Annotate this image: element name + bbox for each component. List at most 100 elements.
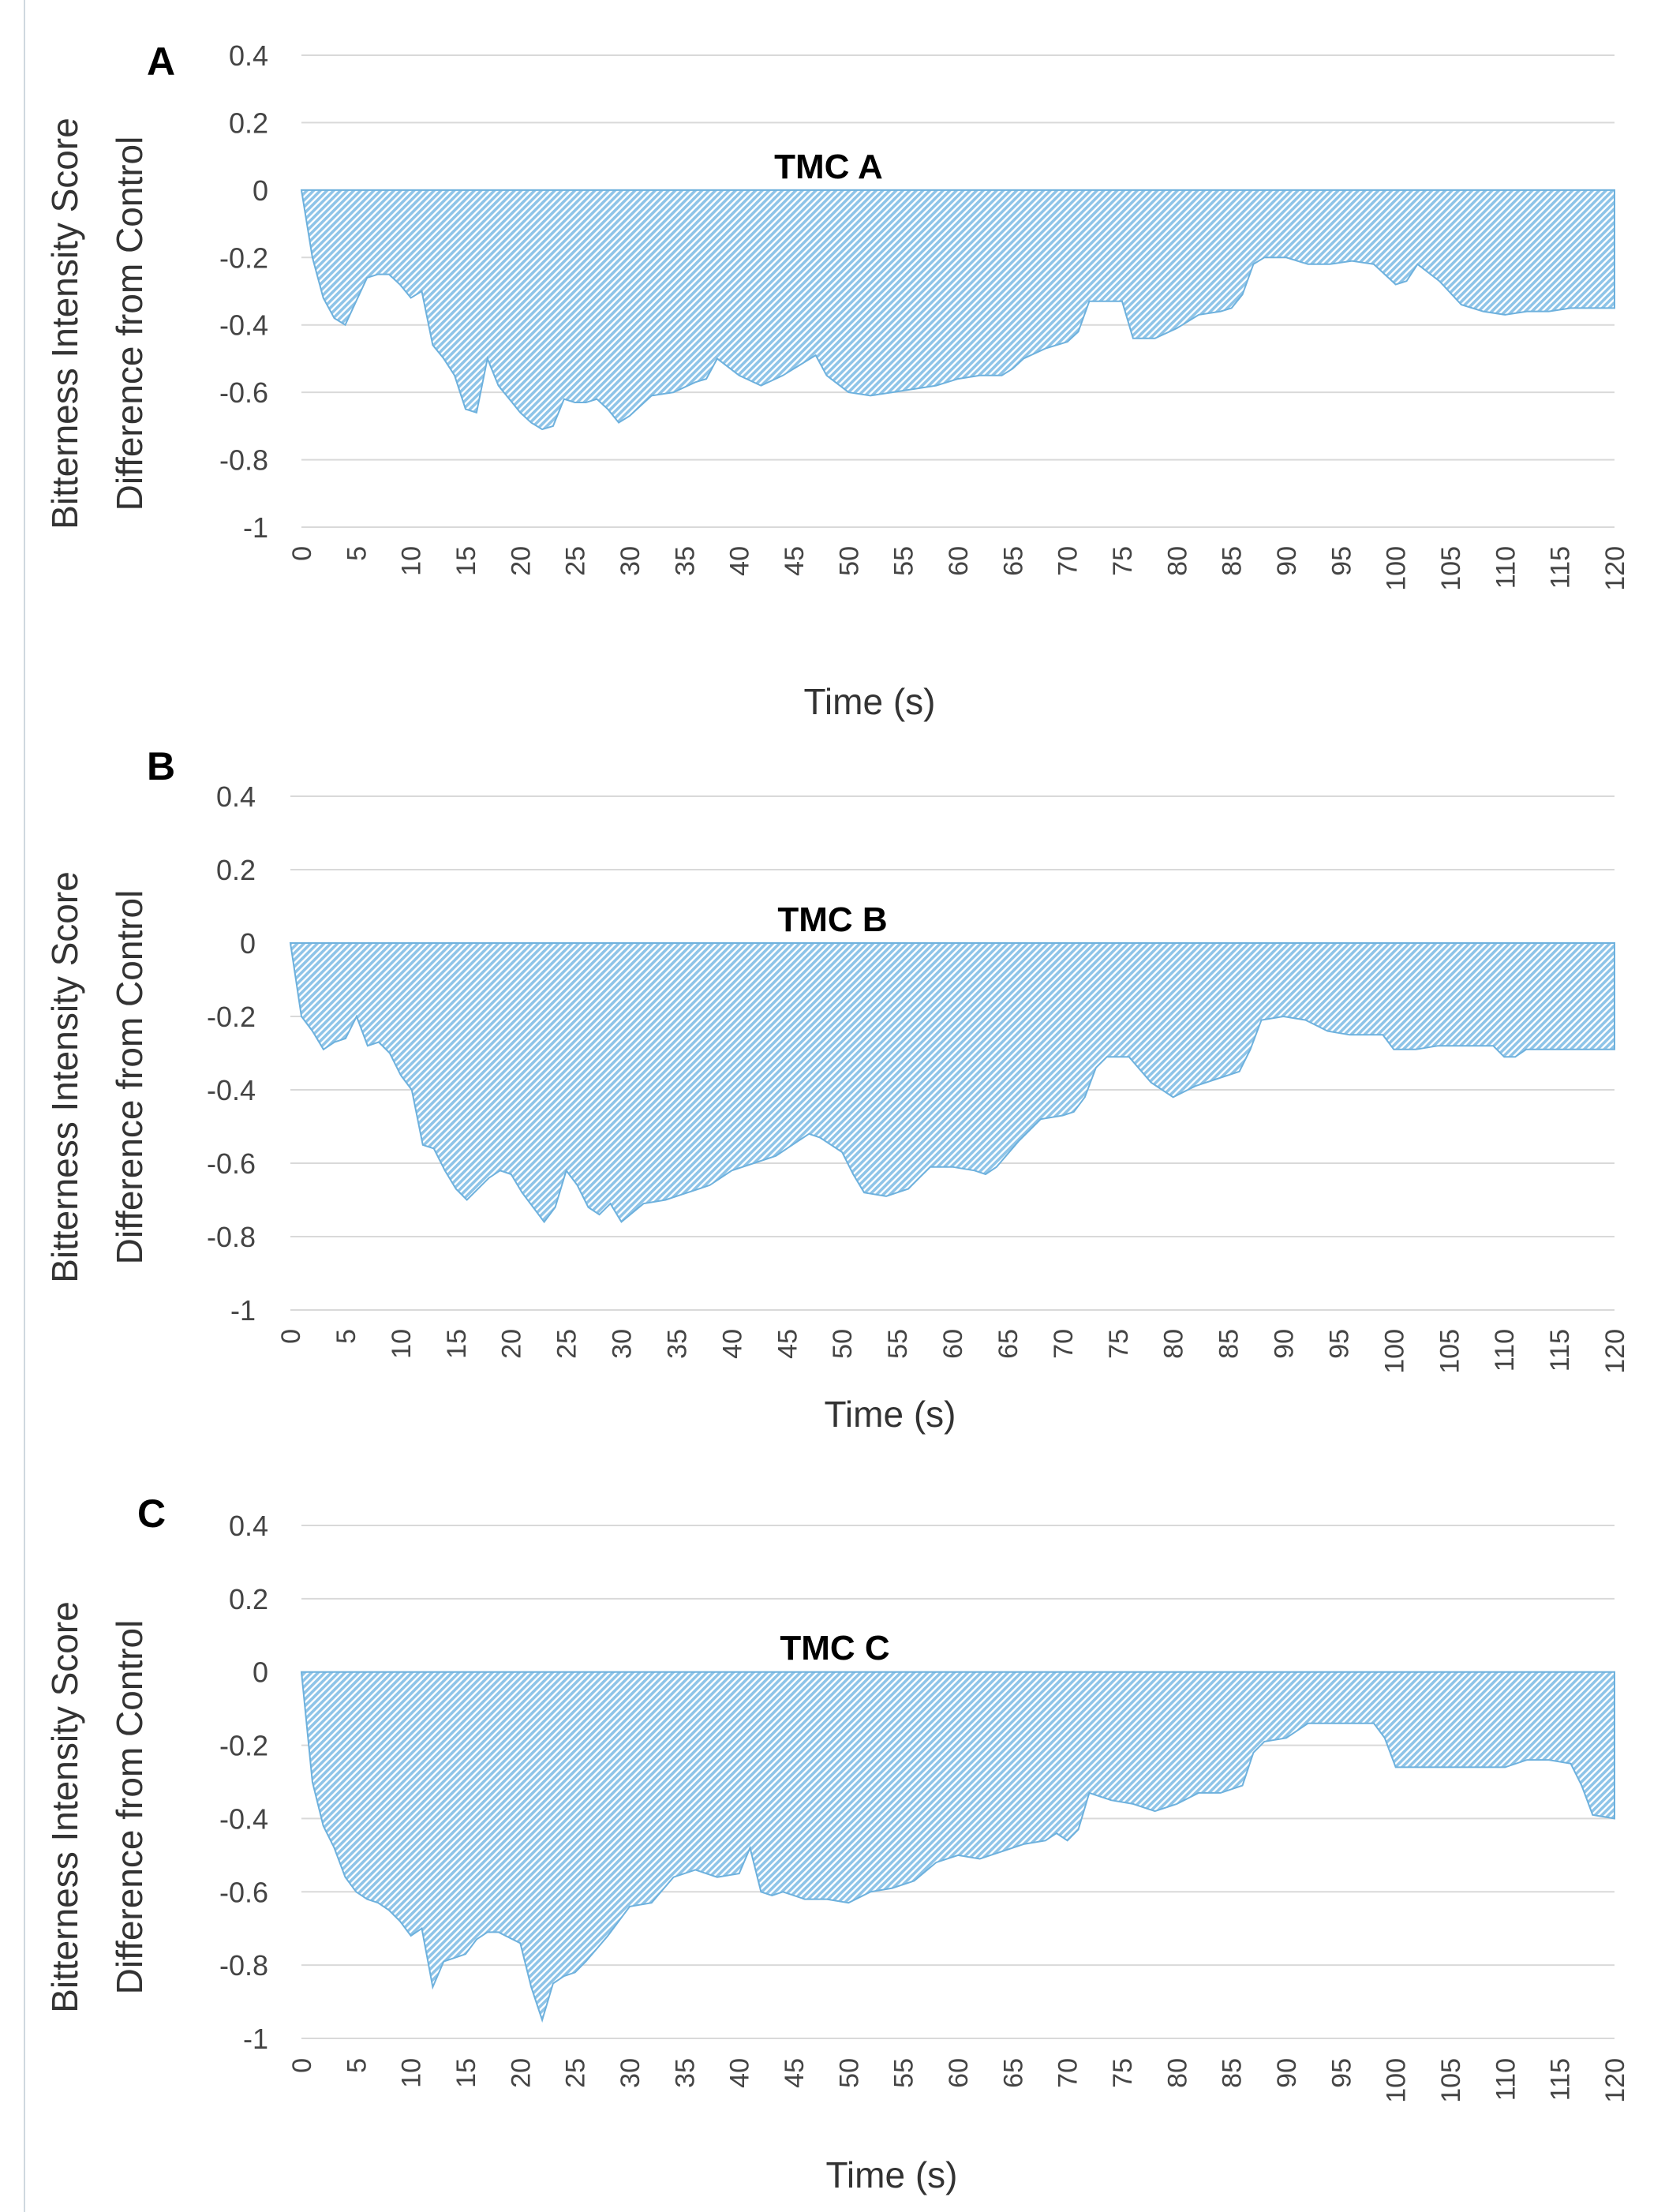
chart-title-c: TMC C (780, 1629, 889, 1667)
x-tick-label-c: 70 (1053, 2058, 1083, 2088)
x-tick-label-b: 75 (1104, 1329, 1134, 1359)
xlabel-b: Time (s) (825, 1394, 956, 1435)
x-tick-label-c: 10 (397, 2058, 427, 2088)
x-tick-label-a: 25 (561, 546, 591, 576)
ylabel-b-line1: Bitterness Intensity Score (44, 871, 85, 1283)
ylabel-c-line1: Bitterness Intensity Score (44, 1601, 85, 2013)
x-tick-label-c: 80 (1162, 2058, 1192, 2088)
y-tick-label-b: -0.8 (207, 1221, 256, 1253)
x-tick-label-a: 55 (889, 546, 919, 576)
y-tick-label-c: 0.4 (229, 1510, 268, 1542)
y-tick-label-c: 0.2 (229, 1583, 268, 1615)
x-tick-label-b: 60 (938, 1329, 968, 1359)
y-tick-label-b: 0.4 (216, 780, 256, 813)
x-tick-label-c: 115 (1546, 2058, 1576, 2101)
x-tick-label-a: 120 (1600, 546, 1630, 591)
x-tick-label-b: 110 (1490, 1329, 1520, 1372)
ylabel-c-line2: Difference from Control (109, 1620, 150, 1995)
x-tick-label-b: 20 (497, 1329, 527, 1359)
figure-left-border (24, 0, 25, 2212)
x-tick-label-c: 95 (1326, 2058, 1356, 2088)
x-tick-label-b: 90 (1270, 1329, 1300, 1359)
x-tick-label-c: 90 (1272, 2058, 1302, 2088)
plot-area-a: 0.4 0.2 0 -0.2 -0.4 -0.6 -0.8 -1 0 5 10 15 20 25 30 35 4… (219, 39, 1630, 591)
x-tick-label-b: 5 (331, 1329, 361, 1344)
x-tick-label-b: 35 (662, 1329, 692, 1359)
x-tick-label-c: 25 (561, 2058, 591, 2088)
x-tick-label-c: 15 (451, 2058, 481, 2088)
x-tick-label-a: 105 (1436, 546, 1466, 591)
x-tick-label-b: 65 (993, 1329, 1023, 1359)
x-tick-label-c: 30 (616, 2058, 645, 2088)
x-tick-label-a: 100 (1382, 546, 1412, 591)
x-tick-label-b: 0 (276, 1329, 306, 1344)
x-tick-label-a: 40 (725, 546, 755, 576)
x-tick-label-b: 120 (1600, 1329, 1630, 1374)
x-tick-label-c: 75 (1108, 2058, 1138, 2088)
x-tick-label-b: 45 (773, 1329, 803, 1359)
x-tick-label-c: 60 (944, 2058, 974, 2088)
x-tick-label-b: 85 (1214, 1329, 1244, 1359)
panel-label-b: B (147, 744, 175, 788)
y-tick-label-a: -1 (243, 511, 268, 544)
x-tick-label-b: 80 (1159, 1329, 1189, 1359)
series-area-b (289, 942, 1615, 1224)
panel-label-a: A (147, 39, 175, 84)
x-tick-label-b: 10 (387, 1329, 417, 1359)
plot-area-b: 0.4 0.2 0 -0.2 -0.4 -0.6 -0.8 -1 0 5 10 15 20 25 30 35 4… (207, 780, 1630, 1374)
x-tick-label-b: 115 (1545, 1329, 1575, 1372)
xlabel-c: Time (s) (826, 2154, 958, 2195)
ylabel-a-line1: Bitterness Intensity Score (44, 118, 85, 530)
x-tick-label-a: 85 (1218, 546, 1248, 576)
x-tick-label-a: 95 (1326, 546, 1356, 576)
x-tick-label-a: 5 (342, 546, 372, 561)
y-tick-label-b: -1 (230, 1294, 256, 1327)
y-tick-label-b: 0.2 (216, 854, 256, 886)
x-tick-label-c: 85 (1218, 2058, 1248, 2088)
y-tick-label-c: -0.6 (219, 1876, 268, 1908)
x-tick-label-b: 50 (828, 1329, 858, 1359)
y-tick-label-a: -0.8 (219, 444, 268, 477)
x-tick-label-a: 65 (998, 546, 1028, 576)
x-tick-label-b: 100 (1379, 1329, 1409, 1374)
x-tick-label-a: 30 (616, 546, 645, 576)
y-tick-label-a: -0.4 (219, 309, 268, 342)
panel-c: C Bitterness Intensity Score Difference … (44, 1492, 957, 2195)
y-tick-label-c: -0.8 (219, 1949, 268, 1982)
x-tick-label-a: 10 (397, 546, 427, 576)
x-tick-label-a: 115 (1546, 546, 1576, 589)
x-tick-label-c: 0 (287, 2058, 317, 2073)
x-tick-label-b: 95 (1324, 1329, 1354, 1359)
x-tick-label-c: 110 (1491, 2058, 1521, 2101)
ylabel-a: Bitterness Intensity Score Difference fr… (44, 118, 150, 530)
y-tick-label-c: -0.4 (219, 1802, 268, 1835)
panel-b: B Bitterness Intensity Score Difference … (44, 744, 956, 1435)
x-tick-label-a: 35 (670, 546, 700, 576)
x-tick-label-c: 50 (834, 2058, 864, 2088)
panel-label-c: C (137, 1492, 166, 1536)
x-tick-label-a: 50 (834, 546, 864, 576)
y-tick-label-c: -1 (243, 2023, 268, 2055)
x-tick-label-a: 70 (1053, 546, 1083, 576)
x-tick-label-a: 20 (506, 546, 536, 576)
panel-a: A Bitterness Intensity Score Difference … (44, 39, 935, 722)
series-area-a (300, 189, 1615, 431)
plot-area-c: 0.4 0.2 0 -0.2 -0.4 -0.6 -0.8 -1 0 5 10 15 20 25 30 35 4… (219, 1510, 1630, 2103)
x-tick-label-c: 100 (1382, 2058, 1412, 2103)
x-tick-label-b: 55 (883, 1329, 913, 1359)
x-tick-label-a: 0 (287, 546, 317, 561)
y-tick-label-a: 0.2 (229, 107, 268, 139)
ylabel-b-line2: Difference from Control (109, 890, 150, 1265)
y-tick-label-a: -0.2 (219, 241, 268, 274)
x-tick-label-a: 90 (1272, 546, 1302, 576)
x-tick-label-a: 110 (1491, 546, 1521, 589)
y-tick-label-a: 0.4 (229, 39, 268, 72)
x-tick-label-c: 40 (725, 2058, 755, 2088)
x-tick-label-a: 60 (944, 546, 974, 576)
x-tick-label-c: 5 (342, 2058, 372, 2073)
y-tick-label-c: -0.2 (219, 1730, 268, 1762)
x-tick-label-c: 105 (1436, 2058, 1466, 2103)
y-tick-label-b: -0.6 (207, 1147, 256, 1180)
x-tick-label-a: 75 (1108, 546, 1138, 576)
